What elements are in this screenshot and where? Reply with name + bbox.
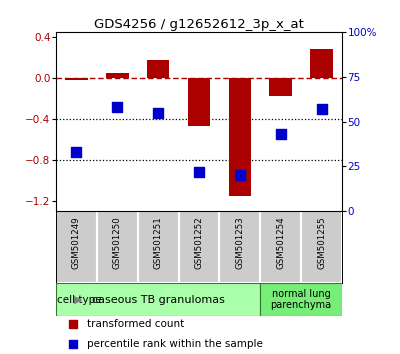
Text: GSM501253: GSM501253 [235,216,244,269]
Text: GSM501251: GSM501251 [154,216,163,269]
Bar [260,283,342,316]
Point [70,342,76,347]
Title: GDS4256 / g12652612_3p_x_at: GDS4256 / g12652612_3p_x_at [94,18,304,31]
Text: normal lung
parenchyma: normal lung parenchyma [270,289,332,310]
Text: ▶: ▶ [74,295,82,305]
Point [70,321,76,327]
Point [196,169,202,175]
Bar [220,211,260,283]
Bar [270,78,292,96]
Text: GSM501249: GSM501249 [72,216,81,269]
Bar [178,211,220,283]
Point [278,131,284,137]
Bar [301,211,342,283]
Bar [310,49,333,78]
Bar [65,78,88,80]
Bar [56,283,260,316]
Point [318,106,325,112]
Bar [106,73,128,78]
Text: GSM501250: GSM501250 [113,216,122,269]
Text: transformed count: transformed count [88,319,185,329]
Bar [260,211,301,283]
Bar [188,78,210,126]
Bar [97,211,138,283]
Point [155,110,161,115]
Bar [229,78,251,196]
Text: percentile rank within the sample: percentile rank within the sample [88,339,263,349]
Bar [56,211,97,283]
Point [114,104,120,110]
Bar [147,59,169,78]
Text: cell type: cell type [57,295,102,305]
Bar [138,211,178,283]
Text: caseous TB granulomas: caseous TB granulomas [92,295,224,305]
Point [73,149,80,155]
Text: GSM501255: GSM501255 [317,216,326,269]
Text: GSM501254: GSM501254 [276,216,285,269]
Point [237,172,243,178]
Text: GSM501252: GSM501252 [194,216,204,269]
